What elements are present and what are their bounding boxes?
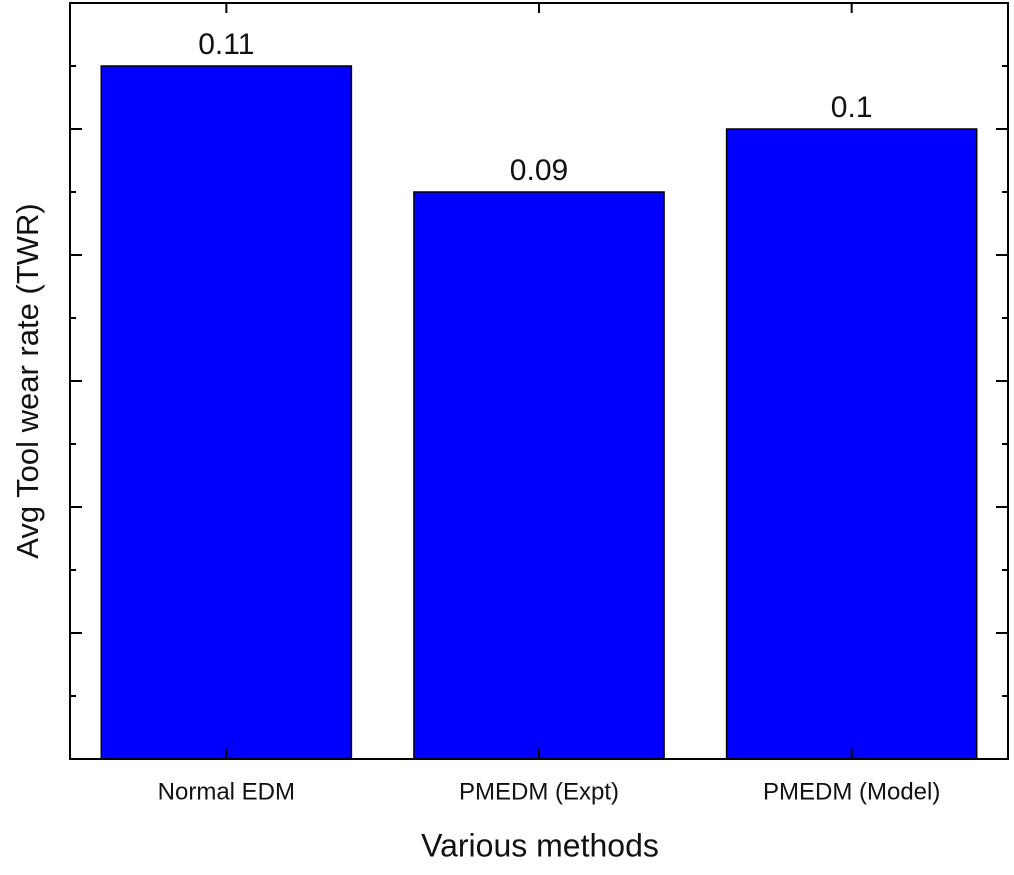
data-label: 0.11	[198, 28, 254, 61]
x-tick-label: PMEDM (Model)	[763, 778, 940, 805]
bar	[100, 65, 353, 760]
bar	[725, 128, 978, 760]
x-tick-label: Normal EDM	[158, 778, 295, 805]
y-axis-title: Avg Tool wear rate (TWR)	[10, 203, 45, 558]
data-label: 0.1	[831, 91, 873, 124]
bar	[413, 191, 665, 760]
plot-frame	[69, 2, 1009, 760]
x-axis-title: Various methods	[421, 827, 659, 863]
data-label: 0.09	[510, 154, 568, 187]
x-tick-label: PMEDM (Expt)	[459, 778, 619, 805]
